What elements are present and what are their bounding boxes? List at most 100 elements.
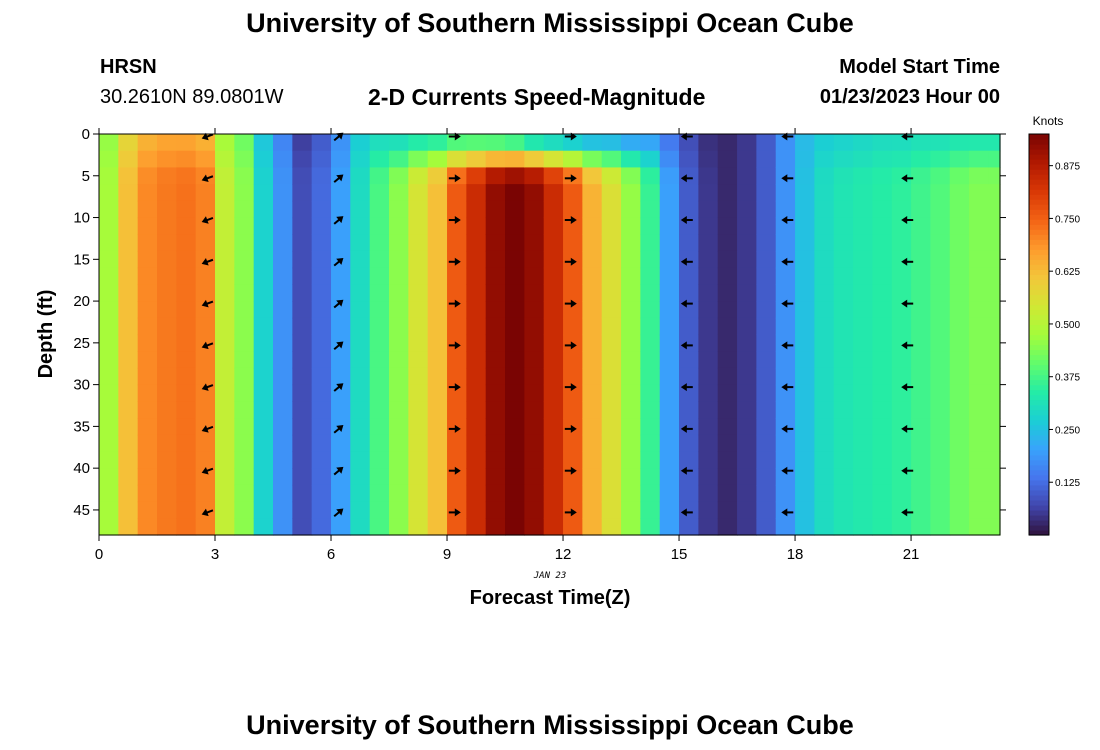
heatmap-cell — [389, 284, 409, 302]
heatmap-cell — [911, 301, 931, 319]
heatmap-cell — [195, 434, 216, 453]
heatmap-cell — [717, 501, 738, 519]
colorbar-segment — [1029, 519, 1049, 526]
heatmap-cell — [679, 284, 699, 302]
heatmap-cell — [543, 184, 564, 202]
y-tick-label: 5 — [82, 168, 90, 185]
heatmap-cell — [640, 518, 661, 536]
heatmap-cell — [872, 267, 893, 285]
heatmap-cell — [775, 451, 796, 469]
current-vector-arrow — [564, 508, 577, 517]
heatmap-cell — [292, 184, 313, 202]
heatmap-cell — [988, 384, 1001, 402]
current-vector-arrow — [201, 132, 214, 141]
heatmap-cell — [969, 501, 989, 519]
heatmap-cell — [969, 518, 989, 536]
heatmap-cell — [485, 334, 506, 352]
heatmap-cell — [427, 484, 448, 503]
heatmap-cell — [756, 484, 777, 503]
heatmap-cell — [466, 468, 487, 486]
heatmap-cell — [176, 234, 197, 252]
heatmap-cell — [853, 150, 873, 169]
arrow-head — [336, 383, 344, 391]
heatmap-cell — [331, 351, 351, 369]
heatmap-cell — [157, 434, 177, 453]
heatmap-cell — [659, 501, 680, 519]
current-vector-arrow — [333, 341, 344, 351]
heatmap-cell — [930, 501, 951, 519]
colorbar-segment — [1029, 279, 1049, 285]
heatmap-cell — [698, 217, 719, 235]
heatmap-cell — [679, 234, 699, 252]
heatmap-cell — [872, 200, 893, 219]
heatmap-cell — [814, 217, 835, 235]
heatmap-cell — [621, 267, 641, 285]
heatmap-cell — [447, 134, 467, 152]
heatmap-cell — [582, 184, 603, 202]
heatmap-cell — [215, 401, 235, 419]
heatmap-cell — [621, 518, 641, 536]
heatmap-cell — [350, 284, 371, 302]
heatmap-cell — [408, 418, 429, 436]
heatmap-cell — [311, 351, 332, 369]
current-vector-arrow — [680, 383, 693, 392]
heatmap-cell — [485, 401, 506, 419]
heatmap-cell — [737, 184, 757, 202]
heatmap-cell — [505, 518, 525, 536]
heatmap-cell — [524, 167, 545, 185]
heatmap-cell — [640, 367, 661, 386]
heatmap-cell — [814, 451, 835, 469]
heatmap-cell — [911, 451, 931, 469]
y-tick-label: 10 — [73, 210, 90, 227]
heatmap-cell — [601, 468, 622, 486]
heatmap-cell — [737, 167, 757, 185]
heatmap-cell — [369, 401, 390, 419]
heatmap-cell — [930, 217, 951, 235]
heatmap-cell — [447, 150, 467, 169]
heatmap-cell — [176, 367, 197, 386]
heatmap-cell — [853, 518, 873, 536]
heatmap-cell — [524, 200, 545, 219]
colorbar-segment — [1029, 314, 1049, 321]
colorbar-segment — [1029, 394, 1049, 401]
current-vector-arrow — [333, 216, 344, 225]
heatmap-cell — [601, 334, 622, 352]
heatmap-cell — [99, 451, 119, 469]
heatmap-cell — [311, 301, 332, 319]
heatmap-cell — [814, 351, 835, 369]
heatmap-cell — [427, 267, 448, 285]
heatmap-cell — [717, 250, 738, 269]
heatmap-cell — [775, 518, 796, 536]
heatmap-cell — [427, 150, 448, 169]
y-tick-label: 45 — [73, 502, 90, 519]
heatmap-cell — [698, 284, 719, 302]
heatmap-cell — [292, 301, 313, 319]
arrow-head — [570, 466, 577, 475]
y-tick-label: 0 — [82, 126, 90, 143]
heatmap-cell — [389, 401, 409, 419]
heatmap-cell — [756, 217, 777, 235]
heatmap-cell — [717, 367, 738, 386]
heatmap-cell — [930, 234, 951, 252]
heatmap-cell — [543, 234, 564, 252]
heatmap-cell — [969, 217, 989, 235]
colorbar-segment — [1029, 154, 1049, 160]
heatmap-cell — [485, 217, 506, 235]
heatmap-cell — [949, 250, 970, 269]
current-vector-arrow — [781, 383, 794, 392]
heatmap-cell — [311, 234, 332, 252]
heatmap-cell — [717, 484, 738, 503]
colorbar-segment — [1029, 459, 1049, 466]
heatmap-cell — [176, 284, 197, 302]
arrow-head — [454, 216, 461, 224]
heatmap-cell — [215, 484, 235, 503]
heatmap-cell — [311, 317, 332, 336]
heatmap-cell — [833, 134, 854, 152]
heatmap-cell — [679, 267, 699, 285]
heatmap-cell — [195, 468, 216, 486]
heatmap-cell — [447, 484, 467, 503]
heatmap-cell — [872, 468, 893, 486]
heatmap-cell — [118, 217, 139, 235]
heatmap-cell — [195, 284, 216, 302]
heatmap-cell — [737, 301, 757, 319]
